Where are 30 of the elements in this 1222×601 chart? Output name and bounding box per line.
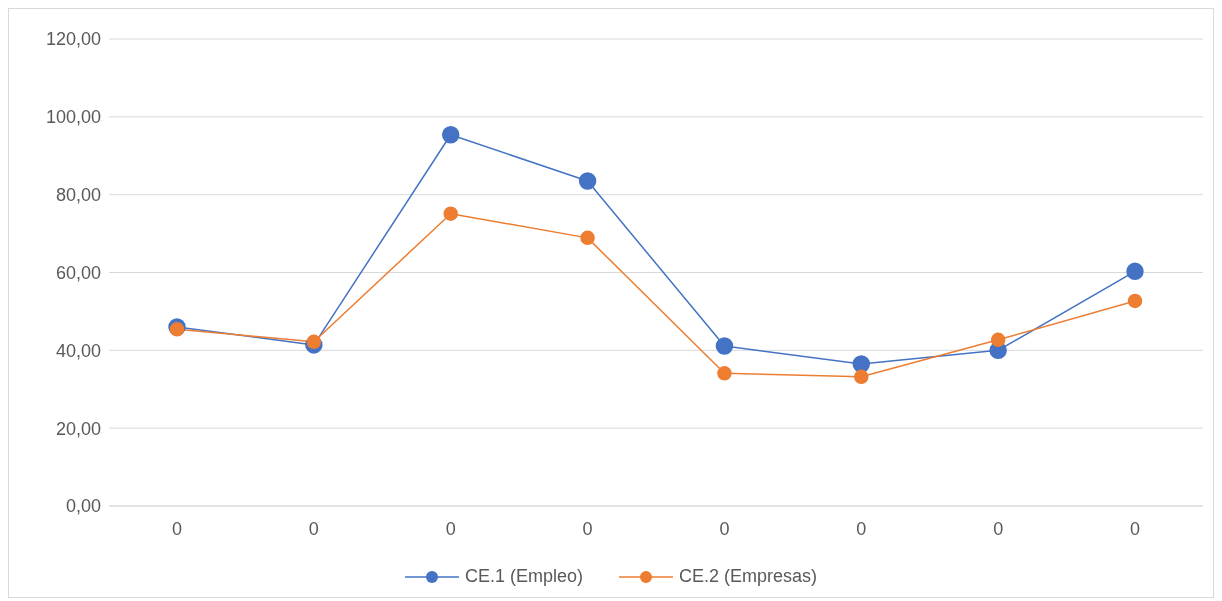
point <box>169 322 185 337</box>
point <box>717 366 732 381</box>
x-tick-label: 0 <box>993 518 1004 539</box>
point <box>306 334 322 350</box>
legend-label: CE.1 (Empleo) <box>464 566 583 587</box>
y-tick-label: 100,00 <box>45 107 101 128</box>
y-tick-label: 120,00 <box>45 29 101 50</box>
point <box>715 337 734 355</box>
y-tick-label: 40,00 <box>55 340 101 361</box>
point <box>578 172 597 190</box>
y-tick-label: 0,00 <box>65 496 101 517</box>
point <box>441 125 460 144</box>
point <box>1126 262 1144 281</box>
y-tick-label: 60,00 <box>55 262 101 283</box>
point <box>443 206 458 221</box>
point <box>1127 293 1143 309</box>
y-tick-label: 20,00 <box>55 418 101 439</box>
legend-label: CE.2 (Empresas) <box>679 566 818 587</box>
point <box>580 230 595 246</box>
point <box>852 355 871 373</box>
x-tick-label: 0 <box>308 518 319 539</box>
x-tick-label: 0 <box>856 518 867 539</box>
point <box>990 332 1006 348</box>
x-tick-label: 0 <box>582 518 593 539</box>
point <box>854 369 869 385</box>
x-tick-label: 0 <box>445 518 456 539</box>
x-tick-label: 0 <box>719 518 730 539</box>
x-tick-label: 0 <box>1129 518 1141 539</box>
x-tick-label: 0 <box>171 518 183 539</box>
y-tick-label: 80,00 <box>55 185 101 206</box>
